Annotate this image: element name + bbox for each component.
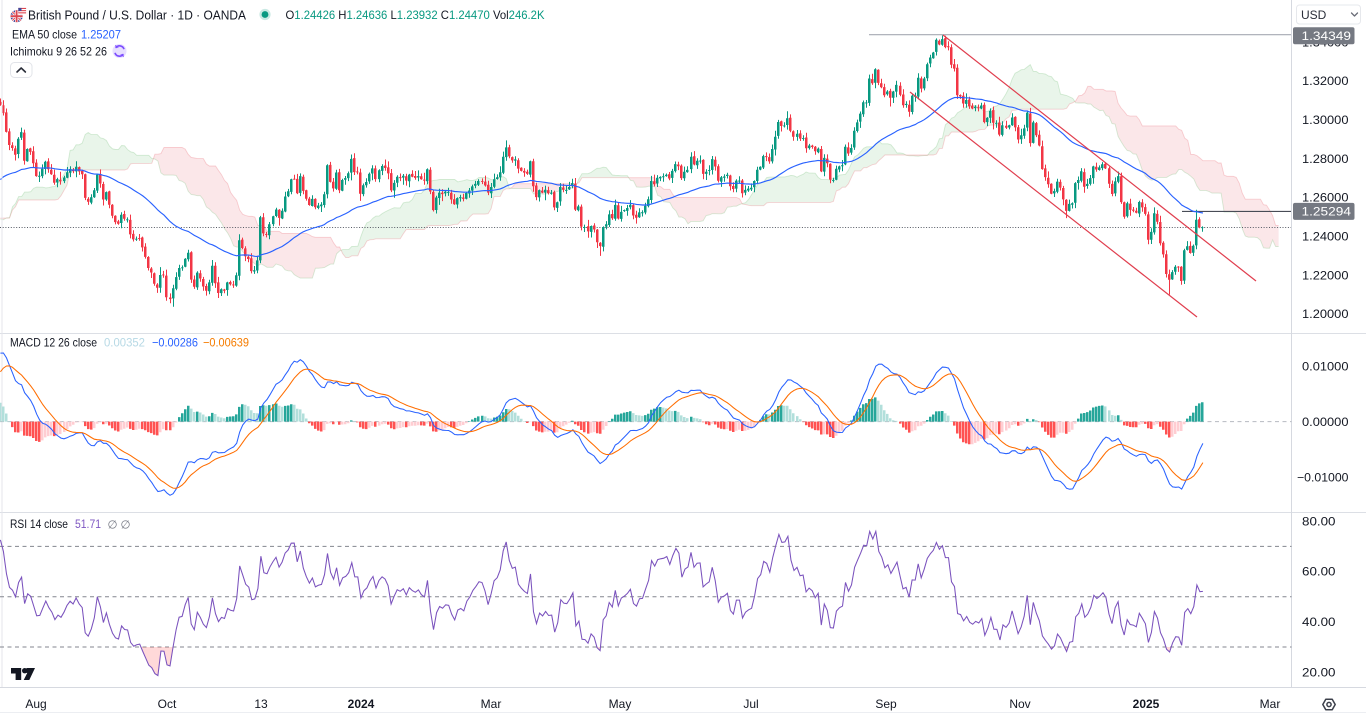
svg-text:60.00: 60.00 <box>1302 565 1336 579</box>
svg-text:British Pound / U.S. Dollar ·: British Pound / U.S. Dollar · 1D · OANDA <box>28 8 246 23</box>
svg-text:O1.24426 H1.24636 L1.23932 C1.: O1.24426 H1.24636 L1.23932 C1.24470 Vol2… <box>286 8 545 22</box>
svg-text:−0.00286: −0.00286 <box>152 336 198 350</box>
svg-text:Aug: Aug <box>25 697 46 711</box>
svg-text:1.24000: 1.24000 <box>1302 230 1349 244</box>
svg-text:1.30000: 1.30000 <box>1302 113 1349 127</box>
svg-text:20.00: 20.00 <box>1302 665 1336 679</box>
svg-text:1.25207: 1.25207 <box>81 28 121 42</box>
svg-text:May: May <box>609 697 632 711</box>
svg-text:Ichimoku 9 26 52 26: Ichimoku 9 26 52 26 <box>10 45 107 59</box>
svg-text:80.00: 80.00 <box>1302 514 1336 528</box>
svg-text:Sep: Sep <box>875 697 897 711</box>
svg-text:1.32000: 1.32000 <box>1302 74 1349 88</box>
svg-text:−0.01000: −0.01000 <box>1297 470 1349 484</box>
svg-text:1.34349: 1.34349 <box>1302 29 1352 43</box>
svg-text:1.28000: 1.28000 <box>1302 152 1349 166</box>
svg-text:Nov: Nov <box>1009 697 1030 711</box>
svg-text:2025: 2025 <box>1133 697 1160 711</box>
svg-text:13: 13 <box>254 697 268 711</box>
svg-text:∅: ∅ <box>121 520 131 532</box>
svg-text:1.26000: 1.26000 <box>1302 191 1349 205</box>
svg-text:−0.00639: −0.00639 <box>203 336 249 350</box>
svg-text:1.20000: 1.20000 <box>1302 307 1349 321</box>
svg-text:Oct: Oct <box>158 697 177 711</box>
svg-text:∅: ∅ <box>108 520 118 532</box>
svg-text:2024: 2024 <box>348 697 375 711</box>
svg-text:0.00000: 0.00000 <box>1302 415 1349 429</box>
svg-text:Jul: Jul <box>743 697 758 711</box>
svg-text:USD: USD <box>1301 8 1327 22</box>
svg-text:1.22000: 1.22000 <box>1302 268 1349 282</box>
svg-text:RSI 14 close: RSI 14 close <box>10 517 68 531</box>
svg-text:0.01000: 0.01000 <box>1302 359 1349 373</box>
svg-text:Mar: Mar <box>481 697 502 711</box>
svg-text:MACD 12 26 close: MACD 12 26 close <box>10 336 97 350</box>
svg-text:Mar: Mar <box>1260 697 1281 711</box>
svg-text:EMA 50 close: EMA 50 close <box>12 28 77 42</box>
svg-text:40.00: 40.00 <box>1302 615 1336 629</box>
svg-text:51.71: 51.71 <box>75 517 101 531</box>
svg-text:0.00352: 0.00352 <box>104 336 145 350</box>
svg-text:1.25294: 1.25294 <box>1302 205 1352 219</box>
